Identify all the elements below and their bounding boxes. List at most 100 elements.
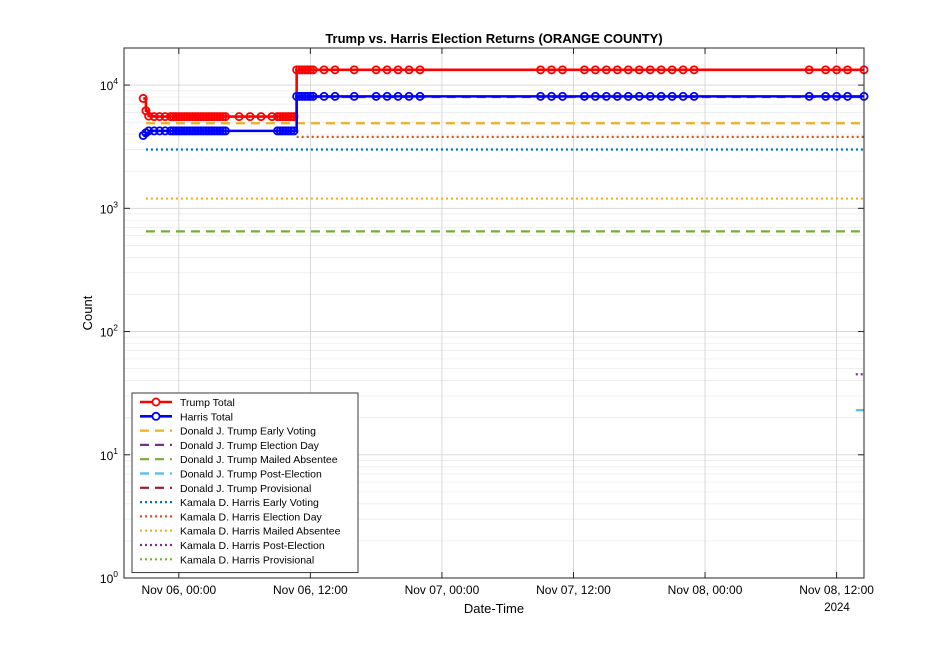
data-point [297,65,307,75]
legend-label: Kamala D. Harris Mailed Absentee [180,526,341,538]
data-point [623,91,633,101]
legend-label: Donald J. Trump Mailed Absentee [180,454,338,466]
data-point [160,112,170,122]
data-point [297,91,307,101]
data-point [193,126,203,136]
legend-label: Kamala D. Harris Post-Election [180,540,325,552]
data-point [547,91,557,101]
data-point [303,91,313,101]
x-tick-label: Nov 07, 00:00 [405,583,480,597]
data-point [138,93,148,103]
chart-title: Trump vs. Harris Election Returns (ORANG… [325,31,662,46]
data-point [182,112,192,122]
data-point [275,126,285,136]
data-point [294,91,304,101]
data-point [212,126,222,136]
data-point [382,91,392,101]
x-tick-label: Nov 06, 00:00 [141,583,216,597]
series-line [143,68,864,118]
data-point [415,91,425,101]
legend-label: Harris Total [180,411,233,423]
data-point [678,91,688,101]
data-point [168,126,178,136]
data-point [579,65,589,75]
x-tick-label: Nov 06, 12:00 [273,583,348,597]
legend-label: Donald J. Trump Provisional [180,483,311,495]
data-point [303,65,313,75]
data-point [281,112,291,122]
data-point [536,91,546,101]
data-point [382,65,392,75]
data-point [689,91,699,101]
data-point [349,91,359,101]
legend-label: Donald J. Trump Early Voting [180,426,316,438]
data-point [283,126,293,136]
data-point [204,126,214,136]
data-point [634,65,644,75]
y-tick-label: 104 [100,76,118,93]
x-axis-label: Date-Time [464,601,524,616]
data-point [209,126,219,136]
data-point [177,126,187,136]
data-point [832,91,842,101]
series-harris-total [138,91,869,140]
data-point [558,91,568,101]
data-point [319,65,329,75]
data-point [160,126,170,136]
data-point [201,126,211,136]
legend-item: Kamala D. Harris Mailed Absentee [140,526,341,538]
data-point [278,126,288,136]
data-point [645,65,655,75]
y-tick-label: 103 [100,199,118,216]
data-point [558,65,568,75]
data-point [177,112,187,122]
data-point [308,91,318,101]
legend-item: Harris Total [140,411,233,423]
data-point [275,112,285,122]
data-point [393,65,403,75]
data-point [821,65,831,75]
data-point [218,112,228,122]
data-point [168,112,178,122]
data-point [821,91,831,101]
data-point [667,91,677,101]
legend-item: Kamala D. Harris Post-Election [140,540,325,552]
data-point [579,91,589,101]
data-point [843,65,853,75]
data-point [305,91,315,101]
data-point [292,65,302,75]
data-point [404,65,414,75]
data-point [590,91,600,101]
data-point [215,112,225,122]
data-point [256,112,266,122]
data-point [185,126,195,136]
data-point [278,112,288,122]
data-point [612,91,622,101]
x-tick-label: Nov 08, 00:00 [668,583,743,597]
data-point [220,126,230,136]
data-point [305,65,315,75]
data-point [283,112,293,122]
data-point [612,65,622,75]
legend-item: Kamala D. Harris Early Voting [140,497,319,509]
data-point [171,126,181,136]
data-point [204,112,214,122]
data-point [144,126,154,136]
data-point [171,112,181,122]
data-point [149,112,159,122]
data-point [190,126,200,136]
data-point [832,65,842,75]
data-point [292,91,302,101]
legend-item: Donald J. Trump Post-Election [140,469,322,481]
legend-item: Kamala D. Harris Provisional [140,554,314,566]
plot-area [138,65,869,412]
data-point [678,65,688,75]
y-axis-label: Count [80,295,95,330]
data-point [804,91,814,101]
data-point [281,126,291,136]
legend-item: Donald J. Trump Provisional [140,483,311,495]
data-point [234,112,244,122]
data-point [212,112,222,122]
data-point [196,112,206,122]
